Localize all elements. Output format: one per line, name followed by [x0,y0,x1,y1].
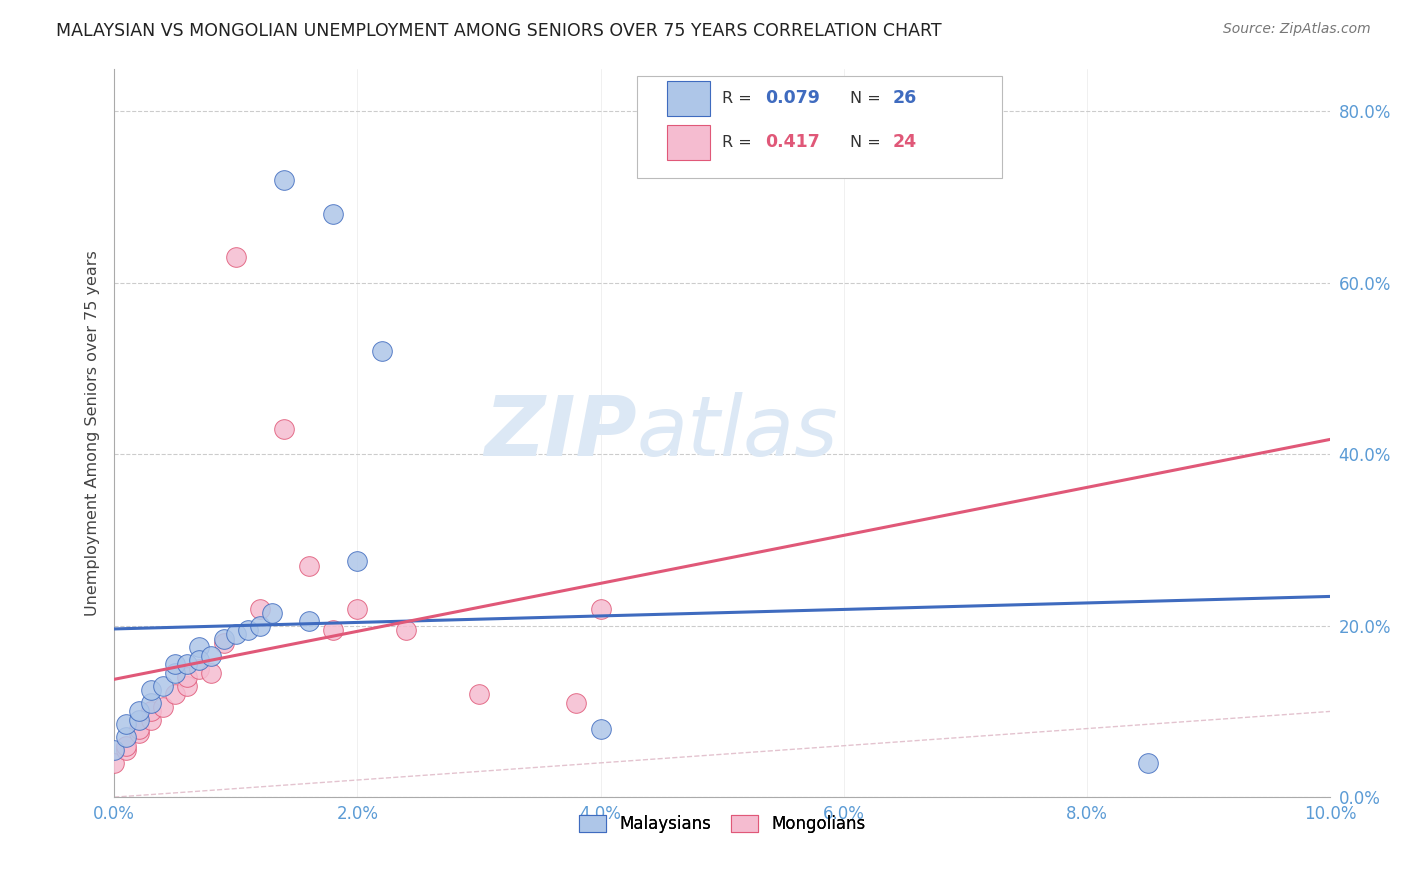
Point [128,726,150,740]
Point [249,618,271,632]
Point [139,705,162,719]
Point [128,705,150,719]
Point [589,601,612,615]
Point [103,743,125,757]
Point [115,730,138,744]
Point [236,623,259,637]
Point [212,636,235,650]
Point [273,173,295,187]
Point [188,662,211,676]
Legend: Malaysians, Mongolians: Malaysians, Mongolians [572,808,872,839]
Point [273,421,295,435]
Point [1136,756,1159,770]
Point [176,679,198,693]
Text: 24: 24 [893,133,917,151]
Text: 26: 26 [893,89,917,107]
Point [128,713,150,727]
Point [370,344,392,359]
Point [163,657,186,672]
Point [103,756,125,770]
Point [152,679,174,693]
Y-axis label: Unemployment Among Seniors over 75 years: Unemployment Among Seniors over 75 years [86,250,100,615]
Point [249,601,271,615]
Point [200,665,222,680]
Point [115,739,138,753]
Point [176,657,198,672]
Point [115,743,138,757]
Point [262,606,284,620]
Point [322,623,344,637]
Point [139,713,162,727]
FancyBboxPatch shape [637,76,1002,178]
Point [225,627,247,641]
Text: ZIP: ZIP [485,392,637,474]
Point [188,653,211,667]
Point [163,665,186,680]
Text: Source: ZipAtlas.com: Source: ZipAtlas.com [1223,22,1371,37]
Point [200,648,222,663]
Text: R =: R = [723,135,756,150]
Point [565,696,588,710]
Text: MALAYSIAN VS MONGOLIAN UNEMPLOYMENT AMONG SENIORS OVER 75 YEARS CORRELATION CHAR: MALAYSIAN VS MONGOLIAN UNEMPLOYMENT AMON… [56,22,942,40]
Point [346,601,368,615]
Text: 0.079: 0.079 [765,89,820,107]
Point [188,640,211,654]
Bar [668,81,710,116]
Point [346,554,368,568]
Text: N =: N = [849,135,886,150]
Point [139,683,162,698]
Point [163,687,186,701]
Text: 0.417: 0.417 [765,133,820,151]
Bar [668,125,710,160]
Point [212,632,235,646]
Point [139,696,162,710]
Point [152,700,174,714]
Point [298,615,321,629]
Point [176,670,198,684]
Point [115,717,138,731]
Point [298,558,321,573]
Text: N =: N = [849,91,886,106]
Point [589,722,612,736]
Point [128,722,150,736]
Point [225,250,247,264]
Point [322,207,344,221]
Point [395,623,418,637]
Text: atlas: atlas [637,392,839,474]
Point [468,687,491,701]
Text: R =: R = [723,91,756,106]
